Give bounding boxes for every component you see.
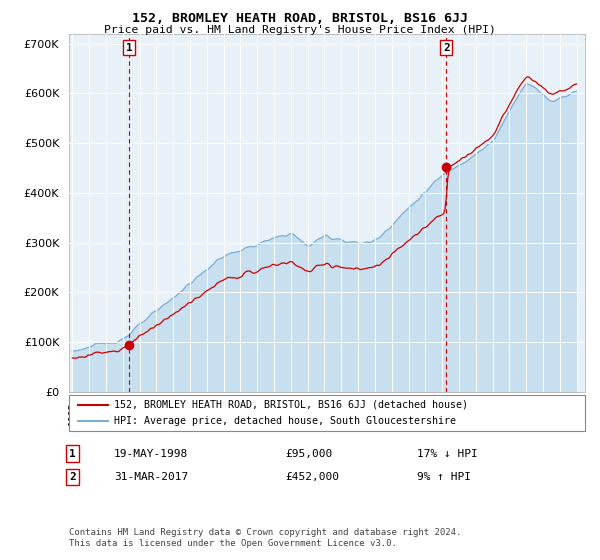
Text: 17% ↓ HPI: 17% ↓ HPI bbox=[417, 449, 478, 459]
Text: 1: 1 bbox=[69, 449, 76, 459]
Text: 31-MAR-2017: 31-MAR-2017 bbox=[114, 472, 188, 482]
Text: £452,000: £452,000 bbox=[285, 472, 339, 482]
Text: HPI: Average price, detached house, South Gloucestershire: HPI: Average price, detached house, Sout… bbox=[114, 417, 456, 426]
Text: 19-MAY-1998: 19-MAY-1998 bbox=[114, 449, 188, 459]
Text: £95,000: £95,000 bbox=[285, 449, 332, 459]
Text: 2: 2 bbox=[443, 43, 450, 53]
Text: 1: 1 bbox=[126, 43, 133, 53]
Text: Contains HM Land Registry data © Crown copyright and database right 2024.
This d: Contains HM Land Registry data © Crown c… bbox=[69, 528, 461, 548]
Text: 152, BROMLEY HEATH ROAD, BRISTOL, BS16 6JJ (detached house): 152, BROMLEY HEATH ROAD, BRISTOL, BS16 6… bbox=[114, 400, 468, 409]
Text: 152, BROMLEY HEATH ROAD, BRISTOL, BS16 6JJ: 152, BROMLEY HEATH ROAD, BRISTOL, BS16 6… bbox=[132, 12, 468, 25]
Text: 2: 2 bbox=[69, 472, 76, 482]
Text: 9% ↑ HPI: 9% ↑ HPI bbox=[417, 472, 471, 482]
Text: Price paid vs. HM Land Registry's House Price Index (HPI): Price paid vs. HM Land Registry's House … bbox=[104, 25, 496, 35]
